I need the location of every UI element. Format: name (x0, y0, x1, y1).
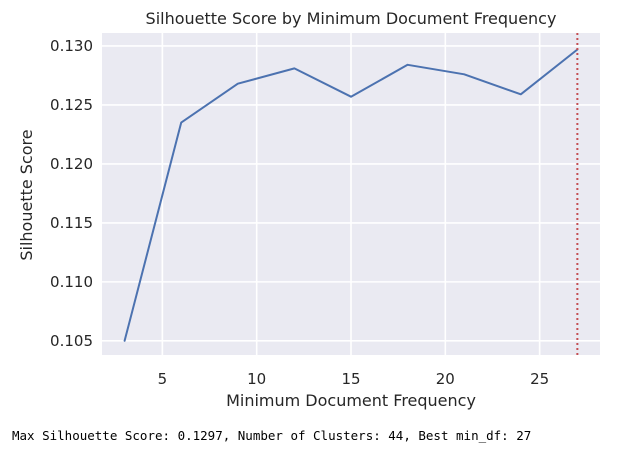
y-tick-label: 0.115 (50, 214, 93, 232)
summary-footnote: Max Silhouette Score: 0.1297, Number of … (12, 428, 532, 443)
y-tick-label: 0.125 (50, 96, 93, 114)
x-gridlines (161, 33, 541, 355)
y-gridlines (102, 45, 600, 342)
data-point (463, 73, 465, 75)
y-tick-label: 0.130 (50, 37, 93, 55)
data-point (293, 67, 295, 69)
data-point (180, 122, 182, 124)
y-tick-labels: 0.105 0.110 0.115 0.120 0.125 0.130 (50, 37, 93, 350)
y-axis-label: Silhouette Score (17, 129, 36, 260)
y-tick-label: 0.120 (50, 155, 93, 173)
series-layer (123, 48, 579, 342)
data-point (237, 83, 239, 85)
x-axis-label: Minimum Document Frequency (226, 391, 476, 410)
data-point (407, 64, 409, 66)
data-point (520, 93, 522, 95)
x-tick-label: 25 (530, 370, 549, 388)
chart-title: Silhouette Score by Minimum Document Fre… (146, 9, 557, 28)
silhouette-score-line (123, 48, 579, 342)
x-tick-label: 20 (436, 370, 455, 388)
y-tick-label: 0.110 (50, 273, 93, 291)
x-tick-label: 15 (341, 370, 360, 388)
x-tick-label: 5 (158, 370, 168, 388)
y-tick-label: 0.105 (50, 332, 93, 350)
x-tick-label: 10 (247, 370, 266, 388)
x-tick-labels: 5 10 15 20 25 (158, 370, 550, 388)
data-point (124, 340, 126, 342)
data-point (350, 96, 352, 98)
